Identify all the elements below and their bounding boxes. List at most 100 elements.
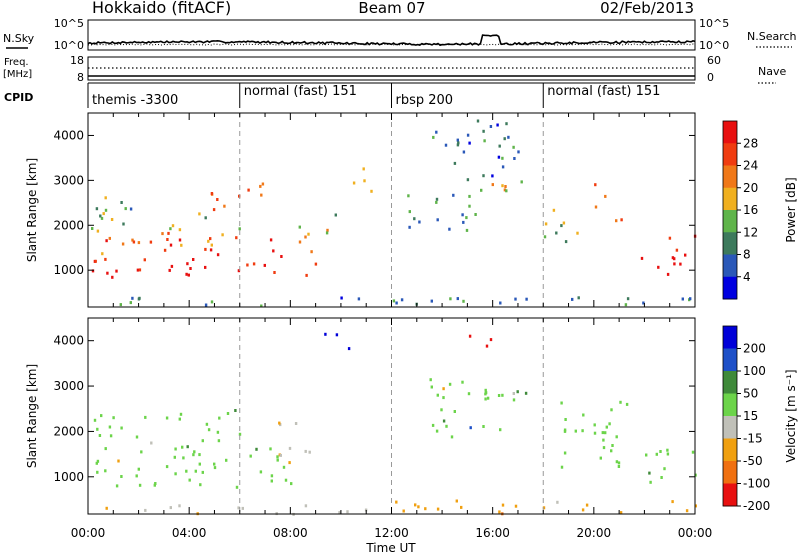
range-cell <box>238 432 242 436</box>
nave-tick-bottom: 0 <box>707 71 714 84</box>
range-cell <box>525 297 528 301</box>
range-cell <box>395 301 398 305</box>
range-cell <box>462 299 465 303</box>
range-cell <box>192 453 195 457</box>
range-cell <box>270 474 274 478</box>
range-cell <box>272 249 275 253</box>
range-cell <box>484 397 487 401</box>
range-cell <box>414 503 417 507</box>
range-cell <box>462 220 465 224</box>
range-cell <box>131 238 134 242</box>
range-cell <box>424 507 427 511</box>
range-cell <box>111 275 114 279</box>
cpid-segment-label: normal (fast) 151 <box>547 84 660 99</box>
range-cell <box>671 256 675 260</box>
colorbar-tick-label: -50 <box>743 454 763 468</box>
colorbar-segment <box>723 254 737 278</box>
range-cell <box>560 401 563 405</box>
range-cell <box>181 445 184 449</box>
range-cell <box>201 470 204 474</box>
colorbar-tick-label: 28 <box>743 136 758 150</box>
range-cell <box>482 129 485 133</box>
range-cell <box>604 194 607 198</box>
range-cell <box>346 510 349 514</box>
range-cell <box>188 478 191 482</box>
station-title: Hokkaido (fitACF) <box>92 0 231 17</box>
range-cell <box>431 423 435 427</box>
range-cell <box>185 469 188 473</box>
range-cell <box>430 385 433 389</box>
range-cell <box>212 208 216 212</box>
nsky-tick-top: 10^5 <box>54 17 84 30</box>
range-cell <box>571 297 574 301</box>
range-cell <box>179 412 183 416</box>
range-cell <box>213 462 216 466</box>
range-cell <box>456 143 460 147</box>
range-cell <box>259 184 262 188</box>
range-cell <box>602 438 605 442</box>
colorbar-segment <box>723 326 737 349</box>
y-tick-label: 3000 <box>53 379 84 393</box>
range-cell <box>223 204 226 208</box>
range-cell <box>605 425 608 429</box>
range-cell <box>657 265 660 269</box>
colorbar-segment <box>723 210 737 233</box>
range-cell <box>209 248 213 252</box>
nave-label: Nave <box>758 65 786 78</box>
range-cell <box>489 338 493 342</box>
range-cell <box>209 237 212 241</box>
cpid-segment-label: normal (fast) 151 <box>244 84 357 99</box>
range-cell <box>135 474 138 478</box>
range-cell <box>673 257 676 261</box>
range-cell <box>642 301 645 305</box>
range-cell <box>194 469 197 473</box>
range-cell <box>178 228 182 232</box>
x-tick-label: 00:00 <box>678 526 713 540</box>
range-cell <box>288 446 292 450</box>
range-cell <box>457 141 460 145</box>
range-cell <box>124 207 127 211</box>
range-cell <box>154 482 157 485</box>
cpid-segment-label: rbsp 200 <box>396 93 454 108</box>
range-cell <box>560 465 564 469</box>
range-cell <box>260 304 263 308</box>
range-cell <box>192 258 195 261</box>
range-cell <box>122 222 125 226</box>
range-cell <box>226 412 230 415</box>
range-cell <box>453 410 456 413</box>
range-cell <box>131 296 134 300</box>
range-cell <box>468 334 472 338</box>
x-tick-label: 08:00 <box>273 526 308 540</box>
range-cell <box>105 239 108 243</box>
range-cell <box>347 347 351 351</box>
range-cell <box>666 448 669 452</box>
range-cell <box>304 504 308 508</box>
colorbar-tick-label: -15 <box>743 432 763 446</box>
range-cell <box>516 390 519 394</box>
range-cell <box>91 269 95 273</box>
range-cell <box>304 235 307 239</box>
range-cell <box>186 262 189 266</box>
range-cell <box>143 258 146 262</box>
range-cell <box>505 189 508 193</box>
range-cell <box>207 428 211 432</box>
range-cell <box>235 485 239 489</box>
range-cell <box>204 303 208 307</box>
range-cell <box>169 243 173 247</box>
range-cell <box>247 188 250 192</box>
range-cell <box>169 227 172 231</box>
nsearch-label: N.Search <box>747 30 797 43</box>
range-cell <box>400 298 404 302</box>
range-cell <box>269 447 272 451</box>
colorbar-label: Power [dB] <box>784 177 798 242</box>
range-cell <box>340 296 343 300</box>
range-cell <box>137 467 140 471</box>
colorbar-tick-label: 50 <box>743 387 758 401</box>
range-cell <box>503 188 507 192</box>
range-cell <box>185 272 188 276</box>
range-cell <box>615 435 618 439</box>
nsearch-tick-top: 10^5 <box>699 17 729 30</box>
range-cell <box>453 161 457 165</box>
range-cell <box>581 429 584 433</box>
nsky-tick-bottom: 10^0 <box>54 39 84 52</box>
